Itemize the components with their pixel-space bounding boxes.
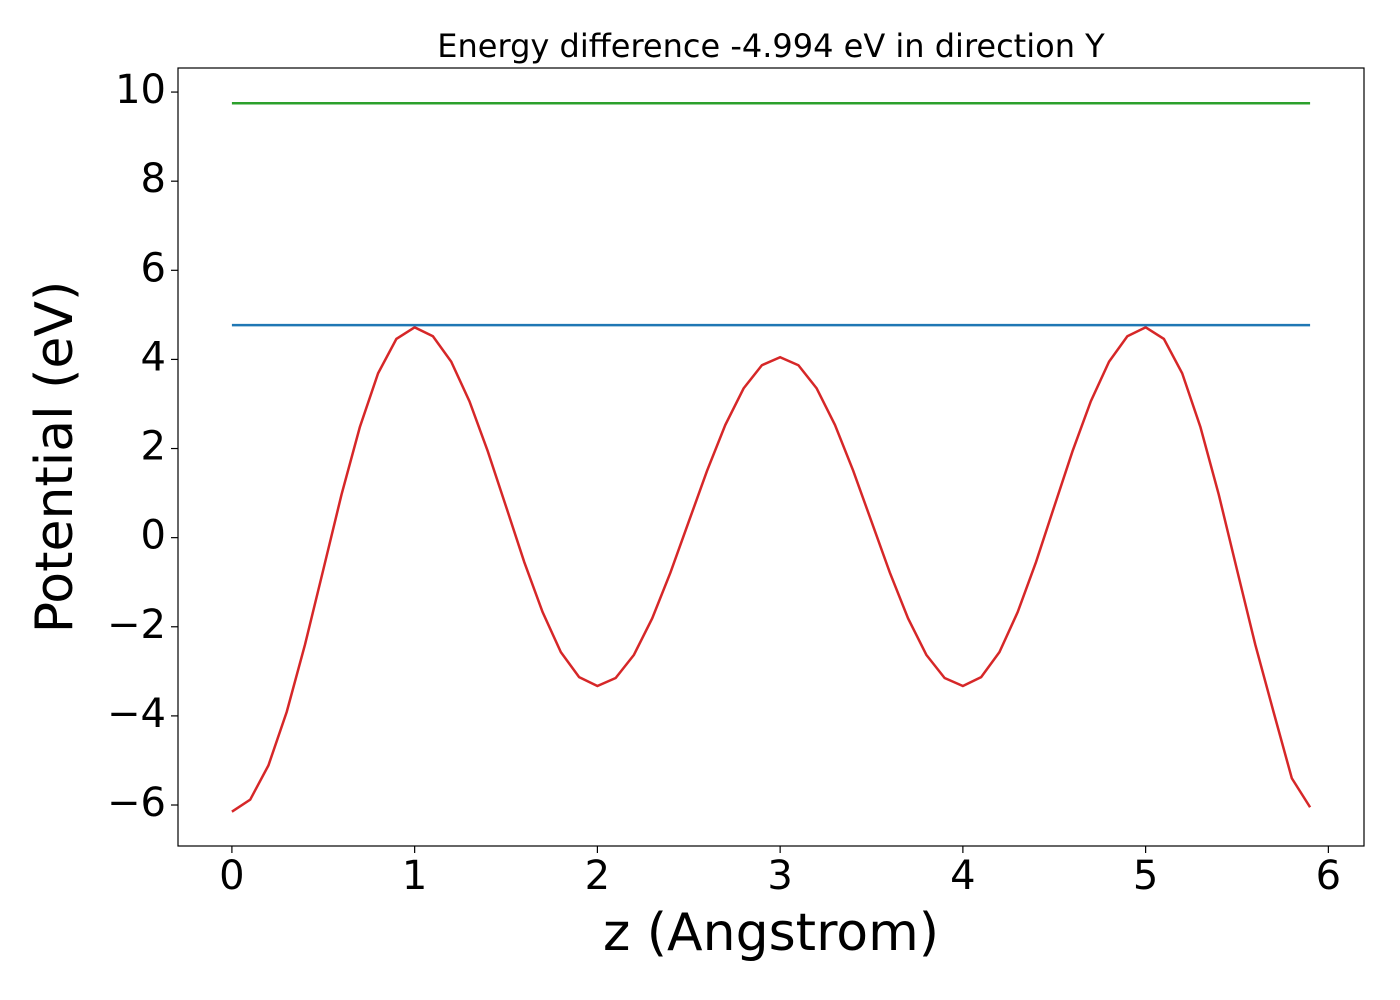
- y-tick-label: −2: [107, 602, 166, 648]
- x-tick-label: 1: [402, 853, 427, 899]
- x-tick-label: 3: [767, 853, 792, 899]
- y-tick-label: 4: [141, 334, 166, 380]
- plot-area: [231, 101, 1312, 813]
- x-tick-label: 6: [1316, 853, 1341, 899]
- x-tick-label: 5: [1133, 853, 1158, 899]
- y-tick-label: 8: [141, 156, 166, 202]
- x-tick-label: 4: [950, 853, 975, 899]
- y-axis-label: Potential (eV): [25, 281, 85, 633]
- y-tick-label: 0: [141, 513, 166, 559]
- chart-title: Energy difference -4.994 eV in direction…: [437, 27, 1105, 65]
- y-tick-label: −6: [107, 780, 166, 826]
- data-line: [231, 325, 1312, 813]
- x-tick-label: 0: [219, 853, 244, 899]
- x-tick-label: 2: [585, 853, 610, 899]
- y-tick-label: −4: [107, 691, 166, 737]
- y-tick-label: 6: [141, 245, 166, 291]
- y-tick-label: 2: [141, 424, 166, 470]
- axes-frame: [177, 67, 1365, 847]
- x-axis-label: z (Angstrom): [603, 903, 939, 963]
- y-tick-label: 10: [115, 67, 166, 113]
